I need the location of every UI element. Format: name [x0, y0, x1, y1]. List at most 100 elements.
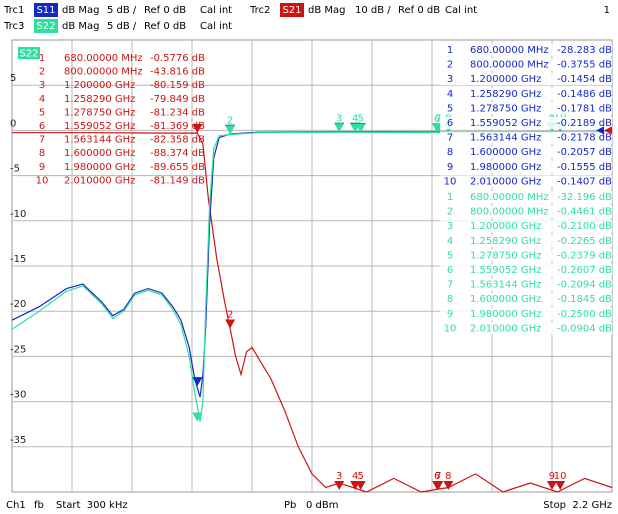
- table-row-bg: [440, 160, 612, 173]
- marker: [443, 481, 454, 490]
- marker-value: -89.655 dB: [150, 162, 205, 173]
- table-row-bg: [440, 322, 612, 335]
- marker: [334, 481, 345, 490]
- marker-label: 2: [227, 115, 233, 126]
- marker-label: 4: [352, 113, 358, 124]
- scale: 5 dB /: [107, 21, 137, 32]
- y-tick-label: -35: [10, 435, 26, 446]
- marker-number: 1: [447, 192, 453, 203]
- marker-number: 9: [447, 162, 453, 173]
- table-row-bg: [440, 175, 612, 188]
- y-tick-label: -5: [10, 164, 20, 175]
- marker: [355, 481, 366, 490]
- marker-label: 3: [336, 113, 342, 124]
- marker-label: 6: [434, 114, 440, 125]
- marker-number: 2: [447, 207, 453, 218]
- marker-value: -0.1555 dB: [557, 162, 612, 173]
- marker-value: -43.816 dB: [150, 67, 205, 78]
- marker-label: 9: [549, 471, 555, 482]
- ref-arrow: [604, 126, 612, 135]
- marker-number: 5: [447, 250, 453, 261]
- param: S11: [36, 5, 55, 16]
- marker-value: -81.234 dB: [150, 107, 205, 118]
- marker-number: 9: [447, 309, 453, 320]
- marker-value: -0.2057 dB: [557, 147, 612, 158]
- marker-value: -0.1486 dB: [557, 89, 612, 100]
- table-row-bg: [440, 249, 612, 262]
- marker-number: 8: [447, 294, 453, 305]
- trace-id: Trc3: [3, 21, 24, 32]
- y-tick-label: -15: [10, 254, 26, 265]
- marker-freq: 1.559052 GHz: [470, 265, 541, 276]
- marker-value: -88.374 dB: [150, 148, 205, 159]
- table-row-bg: [440, 278, 612, 291]
- marker-value: -0.1781 dB: [557, 103, 612, 114]
- y-tick-label: 0: [10, 118, 16, 129]
- ref: Ref 0 dB: [398, 5, 440, 16]
- table-row-bg: [440, 131, 612, 144]
- marker-freq: 1.980000 GHz: [470, 162, 541, 173]
- marker-freq: 800.00000 MHz: [470, 60, 549, 71]
- marker-number: 9: [39, 162, 45, 173]
- marker-freq: 1.980000 GHz: [470, 309, 541, 320]
- trace-label-box: [18, 47, 40, 59]
- marker-freq: 1.600000 GHz: [64, 148, 135, 159]
- marker-freq: 1.600000 GHz: [470, 294, 541, 305]
- marker-number: 8: [447, 147, 453, 158]
- marker-freq: 1.278750 GHz: [64, 107, 135, 118]
- table-row-bg: [440, 117, 612, 129]
- marker-number: 4: [39, 94, 45, 105]
- footer-start: Start 300 kHz: [56, 500, 128, 511]
- marker-number: 1: [447, 45, 453, 56]
- marker-value: -0.2500 dB: [557, 309, 612, 320]
- cal: Cal int: [200, 5, 232, 16]
- table-row-bg: [440, 234, 612, 247]
- marker-value: -0.2607 dB: [557, 265, 612, 276]
- marker-value: -0.1845 dB: [557, 294, 612, 305]
- trace: [11, 130, 613, 422]
- table-row-bg: [440, 191, 612, 203]
- footer-stop: Stop 2.2 GHz: [543, 500, 612, 511]
- marker-freq: 2.010000 GHz: [470, 323, 541, 334]
- marker: [192, 124, 203, 134]
- marker-number: 7: [39, 135, 45, 146]
- scale: 5 dB /: [107, 5, 137, 16]
- marker-value: -0.1454 dB: [557, 74, 612, 85]
- marker: [192, 412, 203, 422]
- table-row-bg: [440, 220, 612, 233]
- marker: [225, 319, 236, 329]
- marker-value: -0.2265 dB: [557, 236, 612, 247]
- marker-freq: 2.010000 GHz: [64, 175, 135, 186]
- marker-number: 2: [447, 60, 453, 71]
- marker-number: 4: [447, 89, 453, 100]
- marker-number: 1: [39, 53, 45, 64]
- marker-freq: 1.563144 GHz: [470, 280, 541, 291]
- marker-number: 6: [39, 121, 45, 132]
- cal: Cal int: [200, 21, 232, 32]
- marker-freq: 1.258290 GHz: [64, 94, 135, 105]
- marker-freq: 1.563144 GHz: [470, 133, 541, 144]
- marker-label: 4: [352, 471, 358, 482]
- marker-value: -0.0904 dB: [557, 323, 612, 334]
- marker-value: -32.196 dB: [557, 192, 612, 203]
- footer-mode: fb: [34, 500, 44, 511]
- marker: [546, 481, 557, 490]
- y-tick-label: -10: [10, 209, 26, 220]
- marker-value: -81.149 dB: [150, 175, 205, 186]
- marker-label: 10: [554, 471, 567, 482]
- marker: [355, 123, 366, 133]
- marker: [192, 377, 203, 387]
- marker-number: 2: [39, 67, 45, 78]
- marker-freq: 1.563144 GHz: [64, 135, 135, 146]
- format: dB Mag: [62, 21, 100, 32]
- marker-value: -0.2379 dB: [557, 250, 612, 261]
- marker-number: 8: [39, 148, 45, 159]
- marker-label: 8: [445, 471, 451, 482]
- marker-freq: 800.00000 MHz: [64, 67, 143, 78]
- y-tick-label: -25: [10, 344, 26, 355]
- marker-number: 6: [447, 265, 453, 276]
- y-tick-label: 5: [10, 73, 16, 84]
- footer-power-label: Pb: [284, 500, 296, 511]
- channel-number: 1: [604, 5, 610, 16]
